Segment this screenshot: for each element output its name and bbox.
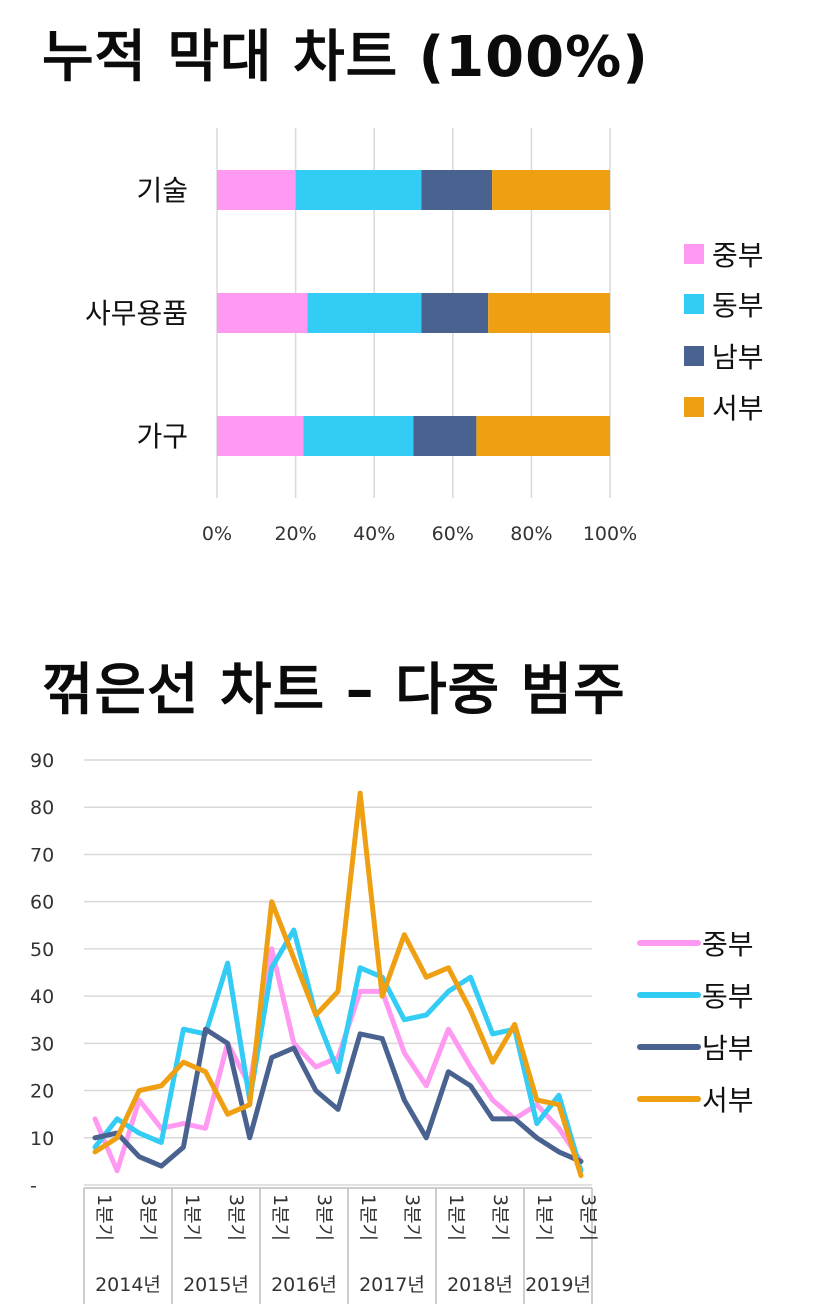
x-tick-label: 20% <box>274 523 316 545</box>
legend-swatch <box>684 244 704 264</box>
x-quarter-label: 3분기 <box>401 1194 423 1241</box>
x-year-label: 2017년 <box>359 1274 425 1296</box>
x-quarter-label: 3분기 <box>137 1194 159 1241</box>
bar-segment <box>421 170 493 210</box>
bar-segment <box>295 170 422 210</box>
series-line <box>92 946 584 1174</box>
bar-segment <box>492 170 610 210</box>
x-year-label: 2014년 <box>95 1274 161 1296</box>
x-quarter-label: 1분기 <box>269 1194 291 1241</box>
legend-swatch <box>684 346 704 366</box>
y-tick-label: 50 <box>30 939 54 961</box>
bar-segment <box>217 416 304 456</box>
bar-segment <box>413 416 477 456</box>
bar-segment <box>488 293 610 333</box>
x-tick-label: 100% <box>583 523 637 545</box>
bar-segment <box>217 293 308 333</box>
y-tick-label: 60 <box>30 892 54 914</box>
x-quarter-label: 1분기 <box>357 1194 379 1241</box>
legend-label: 남부 <box>702 1032 754 1065</box>
bar-segment <box>303 416 414 456</box>
y-tick-label: 10 <box>30 1128 54 1150</box>
y-tick-label: 80 <box>30 797 54 819</box>
legend-label: 동부 <box>702 980 754 1013</box>
y-tick-label: - <box>30 1175 37 1197</box>
x-quarter-label: 3분기 <box>313 1194 335 1241</box>
x-year-label: 2015년 <box>183 1274 249 1296</box>
x-quarter-label: 1분기 <box>445 1194 467 1241</box>
legend-swatch <box>684 294 704 314</box>
legend-swatch <box>684 397 704 417</box>
x-tick-label: 0% <box>202 523 232 545</box>
bar-segment <box>307 293 422 333</box>
x-quarter-label: 1분기 <box>93 1194 115 1241</box>
legend-label: 동부 <box>712 289 764 322</box>
bar-segment <box>421 293 489 333</box>
y-tick-label: 70 <box>30 844 54 866</box>
x-year-label: 2019년 <box>525 1274 591 1296</box>
x-quarter-label: 3분기 <box>225 1194 247 1241</box>
x-year-label: 2018년 <box>447 1274 513 1296</box>
bar-segment <box>476 416 610 456</box>
legend-label: 중부 <box>702 928 754 961</box>
x-quarter-label: 1분기 <box>533 1194 555 1241</box>
y-tick-label: 40 <box>30 986 54 1008</box>
chart2-title: 꺾은선 차트 – 다중 범주 <box>42 658 626 723</box>
y-tick-label: 30 <box>30 1033 54 1055</box>
y-tick-label: 90 <box>30 750 54 772</box>
chart1-title: 누적 막대 차트 (100%) <box>42 25 649 90</box>
x-quarter-label: 3분기 <box>577 1194 599 1241</box>
x-tick-label: 40% <box>353 523 395 545</box>
category-label: 가구 <box>136 420 188 453</box>
category-label: 사무용품 <box>85 297 188 330</box>
legend-label: 서부 <box>712 392 764 425</box>
series-line <box>92 1026 584 1169</box>
legend-label: 남부 <box>712 341 764 374</box>
legend-label: 서부 <box>702 1084 754 1117</box>
x-tick-label: 60% <box>432 523 474 545</box>
x-year-label: 2016년 <box>271 1274 337 1296</box>
category-label: 기술 <box>136 174 188 207</box>
x-quarter-label: 1분기 <box>181 1194 203 1241</box>
x-quarter-label: 3분기 <box>489 1194 511 1241</box>
bar-segment <box>217 170 296 210</box>
series-line <box>92 790 584 1179</box>
legend-label: 중부 <box>712 239 764 272</box>
y-tick-label: 20 <box>30 1081 54 1103</box>
x-tick-label: 80% <box>510 523 552 545</box>
